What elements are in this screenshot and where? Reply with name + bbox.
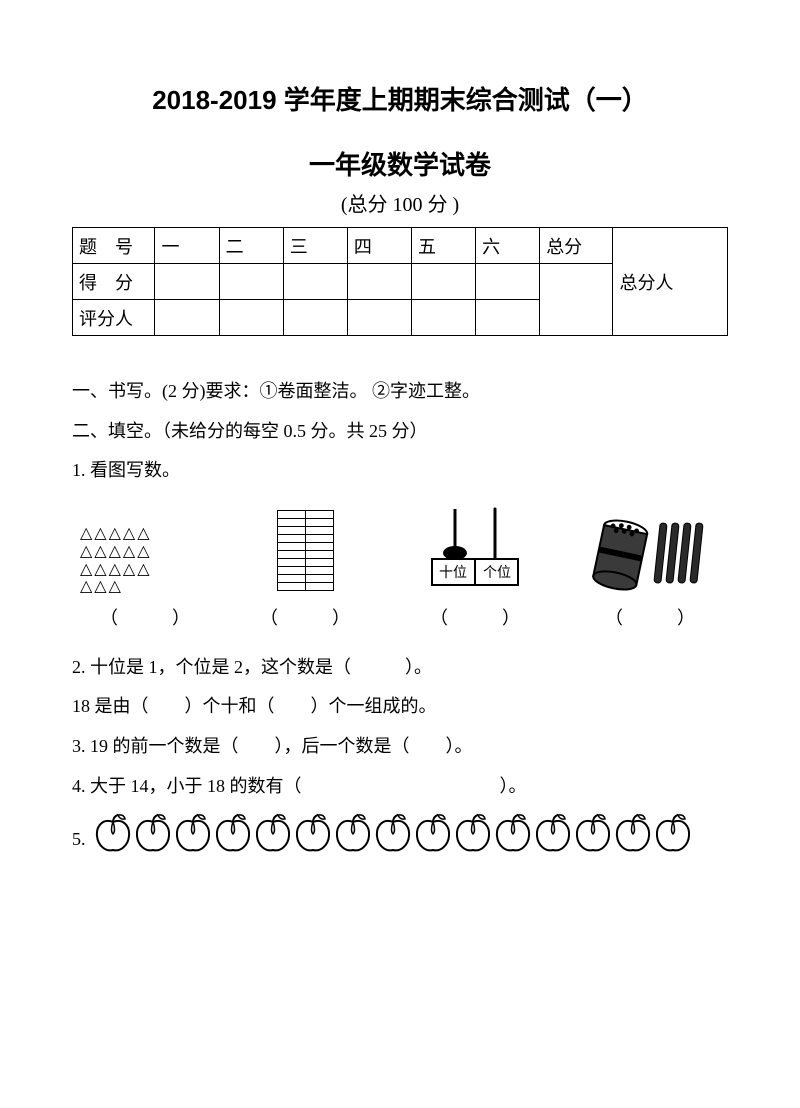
cell: 评分人 bbox=[73, 300, 155, 336]
cell bbox=[155, 264, 219, 300]
cell: 六 bbox=[476, 228, 540, 264]
q1-answer-row: （ ） （ ） （ ） （ ） bbox=[72, 604, 728, 630]
q4: 4. 大于 14，小于 18 的数有（ ）。 bbox=[72, 767, 728, 807]
blank: （ ） bbox=[240, 604, 370, 630]
cell: 题 号 bbox=[73, 228, 155, 264]
tri-row: △△△△△ bbox=[80, 561, 210, 579]
tri-row: △△△△△ bbox=[80, 543, 210, 561]
apple-icon bbox=[453, 812, 493, 854]
cell bbox=[347, 300, 411, 336]
cell bbox=[347, 264, 411, 300]
grid-figure bbox=[240, 510, 370, 596]
abacus-icon: 十位 个位 bbox=[420, 501, 530, 591]
q2a: 2. 十位是 1，个位是 2，这个数是（ ）。 bbox=[72, 648, 728, 688]
abacus-figure: 十位 个位 bbox=[400, 501, 550, 596]
apple-icon bbox=[413, 812, 453, 854]
apple-icon bbox=[213, 812, 253, 854]
tri-row: △△△ bbox=[80, 578, 210, 596]
cell: 一 bbox=[155, 228, 219, 264]
cell bbox=[476, 264, 540, 300]
cell: 四 bbox=[347, 228, 411, 264]
abacus-left-label: 十位 bbox=[439, 565, 467, 581]
sticks-icon bbox=[585, 511, 715, 591]
apple-icon bbox=[173, 812, 213, 854]
score-table: 题 号 一 二 三 四 五 六 总分 总分人 得 分 评分人 bbox=[72, 227, 728, 336]
apple-icon bbox=[293, 812, 333, 854]
tri-row: △△△△△ bbox=[80, 525, 210, 543]
cell: 总分人 bbox=[613, 228, 728, 336]
apple-icon bbox=[613, 812, 653, 854]
apple-icon bbox=[493, 812, 533, 854]
cell bbox=[540, 264, 613, 336]
blank: （ ） bbox=[400, 604, 550, 630]
apple-icon bbox=[253, 812, 293, 854]
exam-title: 2018-2019 学年度上期期末综合测试（一） bbox=[72, 80, 728, 117]
cell bbox=[219, 264, 283, 300]
cell bbox=[411, 264, 475, 300]
apple-icon bbox=[93, 812, 133, 854]
apple-icon bbox=[573, 812, 613, 854]
section-1: 一、书写。(2 分)要求：①卷面整洁。 ②字迹工整。 bbox=[72, 372, 728, 412]
cell: 得 分 bbox=[73, 264, 155, 300]
apple-icon bbox=[333, 812, 373, 854]
sticks-figure bbox=[580, 511, 720, 596]
exam-subtitle: 一年级数学试卷 bbox=[72, 145, 728, 182]
blank: （ ） bbox=[580, 604, 720, 630]
q1-label: 1. 看图写数。 bbox=[72, 451, 728, 491]
q2b: 18 是由（ ）个十和（ ）个一组成的。 bbox=[72, 687, 728, 727]
blank: （ ） bbox=[80, 604, 210, 630]
cell bbox=[219, 300, 283, 336]
cell: 二 bbox=[219, 228, 283, 264]
cell: 五 bbox=[411, 228, 475, 264]
total-score-label: (总分 100 分 ) bbox=[72, 188, 728, 217]
q1-images-row: △△△△△ △△△△△ △△△△△ △△△ 十位 个位 bbox=[72, 501, 728, 596]
cell bbox=[155, 300, 219, 336]
apple-icon bbox=[653, 812, 693, 854]
q3: 3. 19 的前一个数是（ ），后一个数是（ ）。 bbox=[72, 727, 728, 767]
cell: 三 bbox=[283, 228, 347, 264]
cell bbox=[283, 264, 347, 300]
section-2: 二、填空。（未给分的每空 0.5 分。共 25 分） bbox=[72, 412, 728, 452]
triangles-figure: △△△△△ △△△△△ △△△△△ △△△ bbox=[80, 525, 210, 595]
cell bbox=[283, 300, 347, 336]
table-row: 题 号 一 二 三 四 五 六 总分 总分人 bbox=[73, 228, 728, 264]
apple-icon bbox=[373, 812, 413, 854]
apple-icon bbox=[533, 812, 573, 854]
cell: 总分 bbox=[540, 228, 613, 264]
q5-label: 5. bbox=[72, 819, 86, 859]
apple-icon bbox=[133, 812, 173, 854]
cell bbox=[476, 300, 540, 336]
q5-row: 5. bbox=[72, 812, 728, 859]
abacus-right-label: 个位 bbox=[483, 565, 511, 581]
cell bbox=[411, 300, 475, 336]
